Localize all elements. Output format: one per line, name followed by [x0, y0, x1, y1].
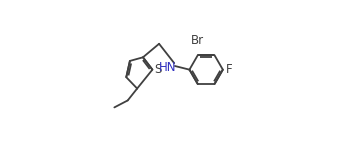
Text: F: F: [225, 63, 232, 76]
Text: S: S: [154, 63, 162, 76]
Text: HN: HN: [159, 61, 176, 74]
Text: Br: Br: [190, 34, 204, 47]
